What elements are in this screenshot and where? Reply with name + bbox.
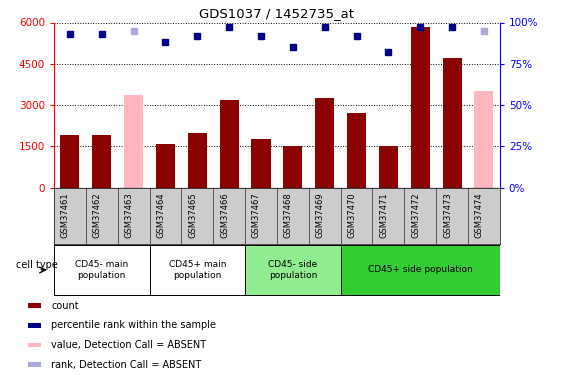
Bar	[92, 135, 111, 188]
Text: cell type: cell type	[16, 260, 58, 270]
Text: GSM37473: GSM37473	[443, 192, 452, 238]
Text: GSM37470: GSM37470	[348, 192, 357, 238]
Bar	[28, 303, 41, 308]
Text: GSM37464: GSM37464	[156, 192, 165, 238]
Bar	[156, 144, 175, 188]
FancyBboxPatch shape	[341, 245, 500, 295]
Title: GDS1037 / 1452735_at: GDS1037 / 1452735_at	[199, 7, 354, 20]
Bar	[283, 146, 302, 188]
Text: GSM37472: GSM37472	[411, 192, 420, 238]
Bar	[252, 140, 270, 188]
Bar	[28, 323, 41, 328]
Text: count: count	[52, 301, 79, 311]
Text: CD45+ main
population: CD45+ main population	[169, 260, 226, 280]
Bar	[187, 132, 207, 188]
Text: GSM37468: GSM37468	[284, 192, 293, 238]
Text: GSM37463: GSM37463	[124, 192, 133, 238]
Bar	[411, 27, 430, 188]
Bar	[474, 91, 494, 188]
Bar	[28, 343, 41, 347]
FancyBboxPatch shape	[245, 245, 341, 295]
Text: GSM37462: GSM37462	[93, 192, 102, 238]
Text: GSM37461: GSM37461	[61, 192, 70, 238]
Text: CD45+ side population: CD45+ side population	[368, 266, 473, 274]
Bar	[379, 146, 398, 188]
Text: GSM37466: GSM37466	[220, 192, 229, 238]
Text: GSM37471: GSM37471	[379, 192, 389, 238]
Text: GSM37467: GSM37467	[252, 192, 261, 238]
Text: percentile rank within the sample: percentile rank within the sample	[52, 320, 216, 330]
Bar	[347, 113, 366, 188]
FancyBboxPatch shape	[54, 245, 149, 295]
Bar	[28, 362, 41, 367]
Text: rank, Detection Call = ABSENT: rank, Detection Call = ABSENT	[52, 360, 202, 370]
Text: CD45- main
population: CD45- main population	[75, 260, 128, 280]
Text: CD45- side
population: CD45- side population	[268, 260, 318, 280]
Text: GSM37474: GSM37474	[475, 192, 484, 238]
Bar	[220, 99, 239, 188]
Bar	[442, 58, 462, 188]
Bar	[60, 135, 80, 188]
FancyBboxPatch shape	[149, 245, 245, 295]
Bar	[124, 95, 143, 188]
Bar	[315, 98, 334, 188]
Text: GSM37469: GSM37469	[316, 192, 325, 238]
Text: GSM37465: GSM37465	[188, 192, 197, 238]
Text: value, Detection Call = ABSENT: value, Detection Call = ABSENT	[52, 340, 207, 350]
